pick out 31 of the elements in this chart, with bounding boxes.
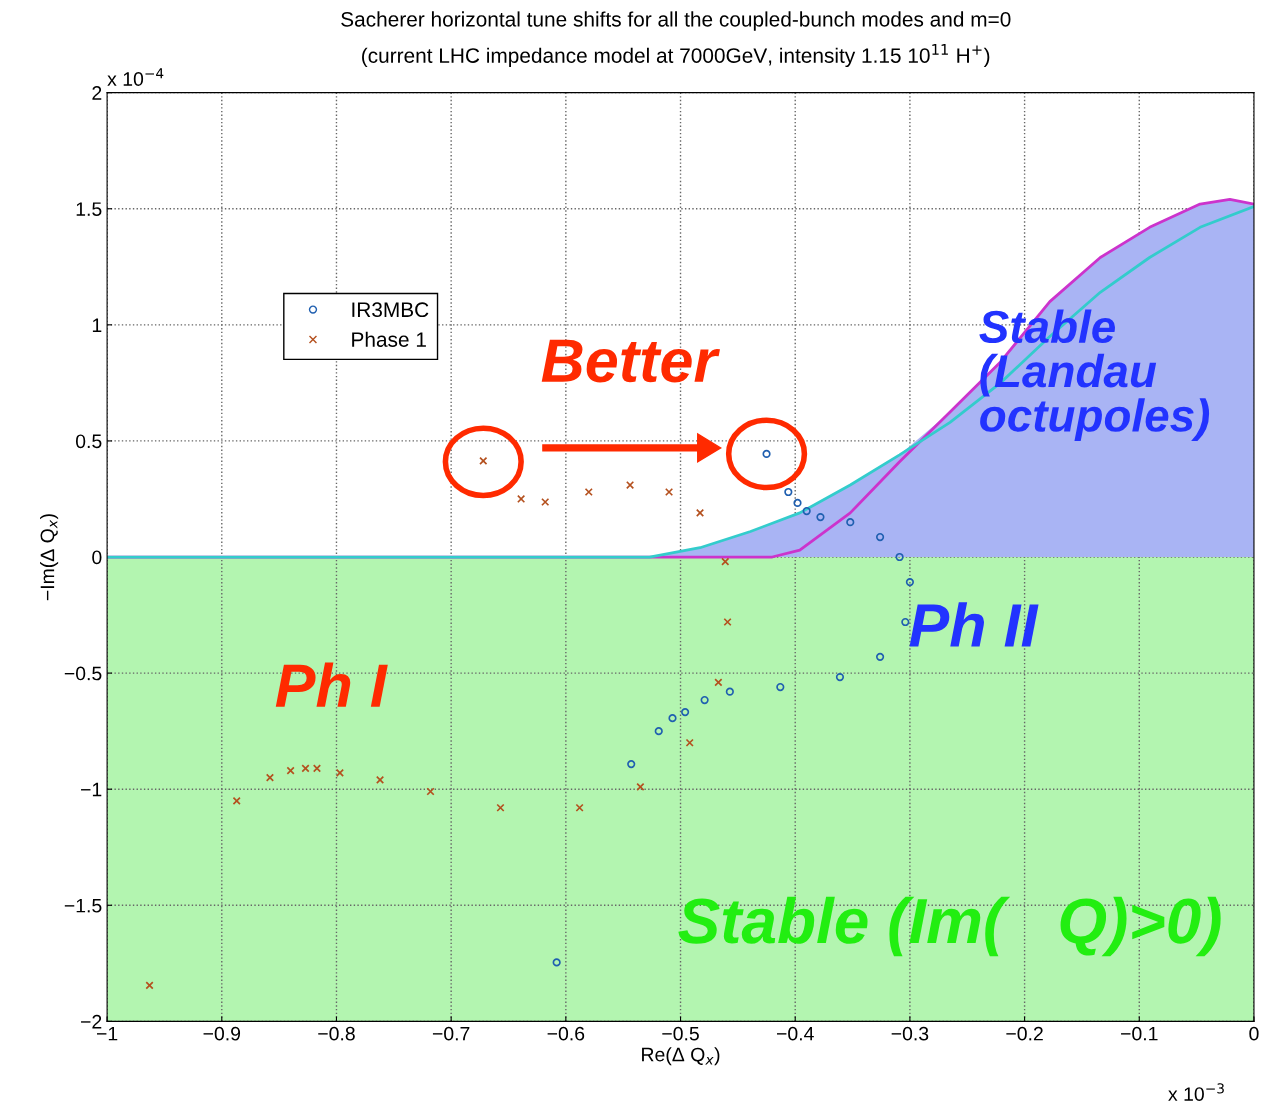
x-tick-label: 0 (1249, 1026, 1259, 1041)
legend-label: Phase 1 (352, 331, 426, 347)
y-tick-label: −0.5 (64, 666, 102, 681)
legend-label: IR3MBC (352, 302, 429, 318)
y-tick-label: 2 (92, 86, 102, 100)
x-axis-title: Re(Δ Q$_{x}$) (642, 1047, 720, 1066)
annotation: Ph II (909, 602, 1039, 647)
annotation: Ph I (275, 662, 388, 707)
x-tick-label: −0.2 (1006, 1026, 1043, 1041)
y-tick-label: −2 (81, 1014, 102, 1029)
y-axis-title: −Im(Δ Q$_{x}$) (40, 514, 59, 601)
y-tick-label: −1 (81, 782, 102, 797)
y-tick-label: −1.5 (64, 898, 102, 913)
y-tick-label: 0.5 (75, 434, 102, 449)
x-tick-label: −0.8 (318, 1026, 355, 1041)
y-tick-label: 0 (92, 550, 102, 565)
annotation: Stable (Im( Q)>0) (678, 896, 1221, 957)
x-tick-label: −0.7 (432, 1026, 470, 1041)
annotation: Better (541, 339, 720, 383)
x-tick-label: −0.3 (891, 1026, 929, 1041)
text: x 10$^{−4}$ (107, 68, 164, 86)
chart-title: Sacherer horizontal tune shifts for all the coupled-bunch modes and m=0 (341, 11, 1011, 31)
y-tick-label: 1 (92, 318, 102, 332)
x-tick-label: −0.6 (547, 1026, 585, 1041)
x-tick-label: −0.1 (1121, 1026, 1158, 1041)
x-tick-label: −0.5 (662, 1026, 699, 1041)
y-tick-label: 1.5 (76, 202, 102, 216)
text: x 10$^{−3}$ (1168, 1083, 1224, 1101)
chart-subtitle: (current LHC impedance model at 7000GeV, intensity 1.15 10$^{11}$ H$^{+}$) (362, 44, 990, 68)
x-tick-label: −0.4 (776, 1026, 814, 1041)
x-tick-label: −0.9 (203, 1026, 241, 1041)
